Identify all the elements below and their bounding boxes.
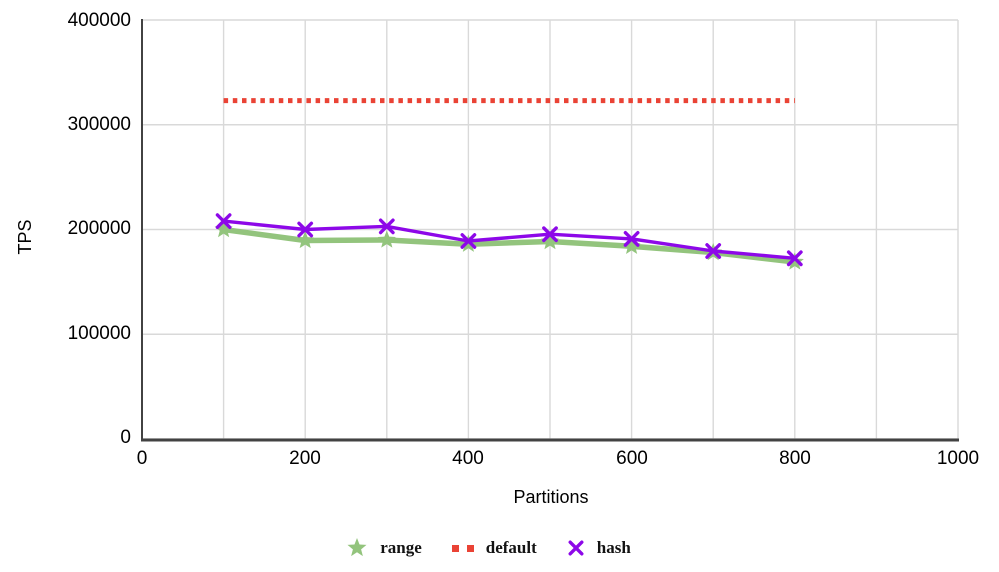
marker-x-hash xyxy=(460,233,477,249)
legend-item-range: range xyxy=(346,537,422,559)
y-tick-label: 0 xyxy=(120,427,131,448)
x-tick-label: 1000 xyxy=(936,448,980,469)
legend: range default hash xyxy=(0,536,988,560)
marker-star-range xyxy=(296,231,315,249)
legend-label: default xyxy=(485,538,537,557)
y-axis-title: TPS xyxy=(15,219,35,255)
x-marker-icon xyxy=(568,540,584,556)
marker-star-range xyxy=(377,230,396,248)
legend-label: range xyxy=(380,538,422,557)
x-tick-label: 800 xyxy=(779,448,811,469)
series-line-range xyxy=(220,226,798,265)
legend-item-hash: hash xyxy=(567,537,631,559)
dotted-line-icon xyxy=(451,544,474,552)
marker-x-hash xyxy=(705,243,722,259)
marker-star-range xyxy=(622,236,641,254)
marker-star-range xyxy=(785,252,804,270)
marker-star-range xyxy=(214,220,233,238)
marker-star-range xyxy=(540,232,560,250)
marker-x-hash xyxy=(378,218,395,235)
legend-item-default: default xyxy=(451,537,537,559)
x-tick-label: 200 xyxy=(289,448,321,469)
star-icon xyxy=(347,538,367,557)
marker-x-hash xyxy=(542,226,558,243)
y-tick-label: 200000 xyxy=(67,218,131,239)
marker-x-hash xyxy=(623,231,640,247)
marker-x-hash xyxy=(215,213,232,230)
y-tick-label: 100000 xyxy=(67,323,131,344)
x-tick-label: 400 xyxy=(452,448,484,469)
x-axis-title: Partitions xyxy=(513,487,589,507)
series-line-hash xyxy=(221,219,797,260)
y-tick-label: 300000 xyxy=(67,114,131,135)
marker-x-hash xyxy=(786,250,803,267)
marker-x-hash xyxy=(297,221,314,238)
y-tick-label: 400000 xyxy=(67,10,131,31)
legend-label: hash xyxy=(596,538,631,557)
x-tick-label: 0 xyxy=(136,448,148,469)
x-tick-label: 600 xyxy=(616,448,648,469)
